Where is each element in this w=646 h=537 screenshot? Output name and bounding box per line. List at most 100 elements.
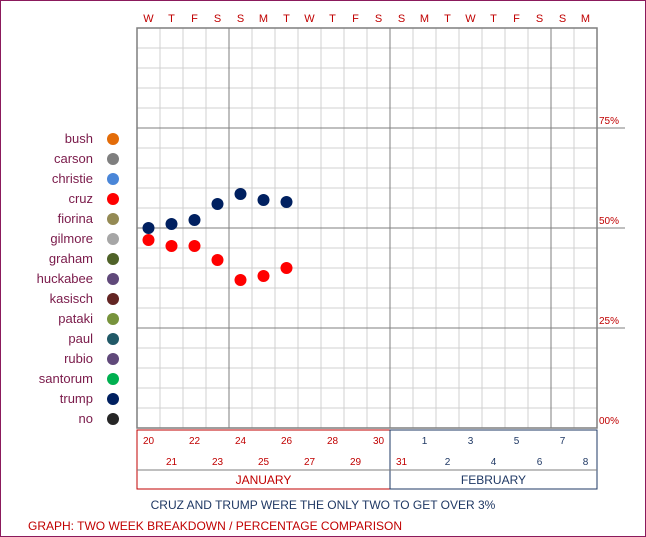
legend-swatch [107,233,119,245]
date-label: 8 [583,457,589,468]
footer-title: GRAPH: TWO WEEK BREAKDOWN / PERCENTAGE C… [28,519,403,533]
data-point-cruz [257,270,270,282]
date-label: 1 [422,436,428,447]
day-label: W [465,13,476,25]
legend-item-trump: trump [0,389,130,409]
y-tick-label: 25% [599,316,619,327]
data-point-cruz [211,254,224,266]
legend-label: santorum [38,371,93,386]
day-label: M [581,13,590,25]
date-label: 20 [143,436,155,447]
data-point-cruz [165,240,178,252]
legend-swatch [107,213,119,225]
legend-swatch [107,173,119,185]
legend-swatch [107,293,119,305]
data-point-trump [280,196,293,208]
february-date-band [389,429,598,490]
legend-item-pataki: pataki [0,309,130,329]
legend-label: kasisch [49,291,93,306]
day-label: S [559,13,566,25]
legend-item-huckabee: huckabee [0,269,130,289]
legend-swatch [107,133,119,145]
date-label: 21 [166,457,178,468]
data-point-trump [211,198,224,210]
chart-caption: CRUZ AND TRUMP WERE THE ONLY TWO TO GET … [150,498,496,512]
legend-item-no: no [0,409,130,429]
legend-swatch [107,413,119,425]
data-point-trump [234,188,247,200]
legend-label: graham [48,251,93,266]
legend-swatch [107,373,119,385]
legend-item-cruz: cruz [0,189,130,209]
day-label: T [490,13,497,25]
date-label: 24 [235,436,247,447]
day-label: F [513,13,520,25]
day-label: T [444,13,451,25]
plot-border [136,27,598,429]
legend-swatch [107,333,119,345]
legend-item-rubio: rubio [0,349,130,369]
month-label-january: JANUARY [236,473,292,487]
y-tick-label: 50% [599,216,619,227]
date-label: 29 [350,457,362,468]
legend-label: paul [68,331,93,346]
legend-item-christie: christie [0,169,130,189]
data-point-cruz [234,274,247,286]
data-point-trump [142,222,155,234]
day-label: T [168,13,175,25]
day-label: W [304,13,315,25]
legend-item-bush: bush [0,129,130,149]
date-label: 26 [281,436,293,447]
data-point-trump [165,218,178,230]
day-label: T [329,13,336,25]
day-label: S [375,13,382,25]
legend-label: gilmore [50,231,93,246]
legend-swatch [107,313,119,325]
legend-swatch [107,253,119,265]
legend-swatch [107,193,119,205]
legend-item-kasisch: kasisch [0,289,130,309]
day-label: M [420,13,429,25]
data-point-trump [257,194,270,206]
month-label-february: FEBRUARY [461,473,526,487]
data-point-cruz [280,262,293,274]
date-label: 22 [189,436,201,447]
day-label: T [283,13,290,25]
date-label: 28 [327,436,339,447]
day-label: S [536,13,543,25]
legend-item-paul: paul [0,329,130,349]
date-label: 25 [258,457,270,468]
legend-swatch [107,353,119,365]
day-label: S [237,13,244,25]
data-point-cruz [188,240,201,252]
date-label: 4 [491,457,497,468]
date-label: 2 [445,457,451,468]
day-label: F [191,13,198,25]
legend-item-graham: graham [0,249,130,269]
legend-label: carson [53,151,93,166]
date-label: 27 [304,457,316,468]
date-label: 23 [212,457,224,468]
date-label: 5 [514,436,520,447]
legend-swatch [107,273,119,285]
legend-label: cruz [68,191,93,206]
data-point-cruz [142,234,155,246]
legend-swatch [107,153,119,165]
legend-label: christie [51,171,93,186]
legend-swatch [107,393,119,405]
legend-label: fiorina [57,211,93,226]
date-label: 6 [537,457,543,468]
date-label: 7 [560,436,566,447]
legend-item-gilmore: gilmore [0,229,130,249]
y-tick-label: 75% [599,116,619,127]
legend-label: bush [64,131,93,146]
day-label: S [398,13,405,25]
data-point-trump [188,214,201,226]
day-label: S [214,13,221,25]
date-label: 3 [468,436,474,447]
y-tick-label: 00% [599,416,619,427]
legend-label: rubio [64,351,93,366]
legend-item-carson: carson [0,149,130,169]
day-label: M [259,13,268,25]
